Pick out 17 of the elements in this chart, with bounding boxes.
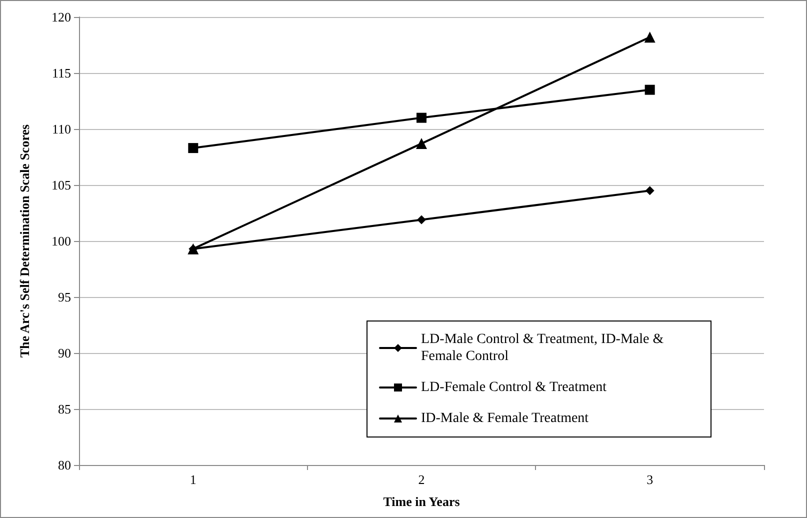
y-axis-title: The Arc's Self Determination Scale Scores	[17, 124, 32, 358]
y-tick-label: 120	[52, 10, 71, 24]
x-tick-label: 1	[190, 472, 196, 487]
x-tick-label: 3	[646, 472, 654, 487]
y-tick-label: 80	[58, 458, 71, 472]
legend-label: ID-Male & Female Treatment	[421, 411, 589, 426]
y-tick-label: 90	[58, 346, 71, 360]
x-axis-title: Time in Years	[383, 494, 460, 509]
x-tick-label: 2	[418, 472, 425, 487]
y-tick-label: 85	[58, 402, 71, 416]
y-tick-label: 95	[58, 290, 71, 304]
legend-label: LD-Male Control & Treatment, ID-Male & Female Control	[421, 332, 668, 364]
y-tick-label: 100	[52, 234, 71, 248]
y-tick-label: 105	[52, 178, 71, 192]
legend-label: LD-Female Control & Treatment	[421, 380, 607, 395]
y-tick-label: 110	[52, 122, 71, 136]
y-tick-label: 115	[52, 66, 71, 80]
